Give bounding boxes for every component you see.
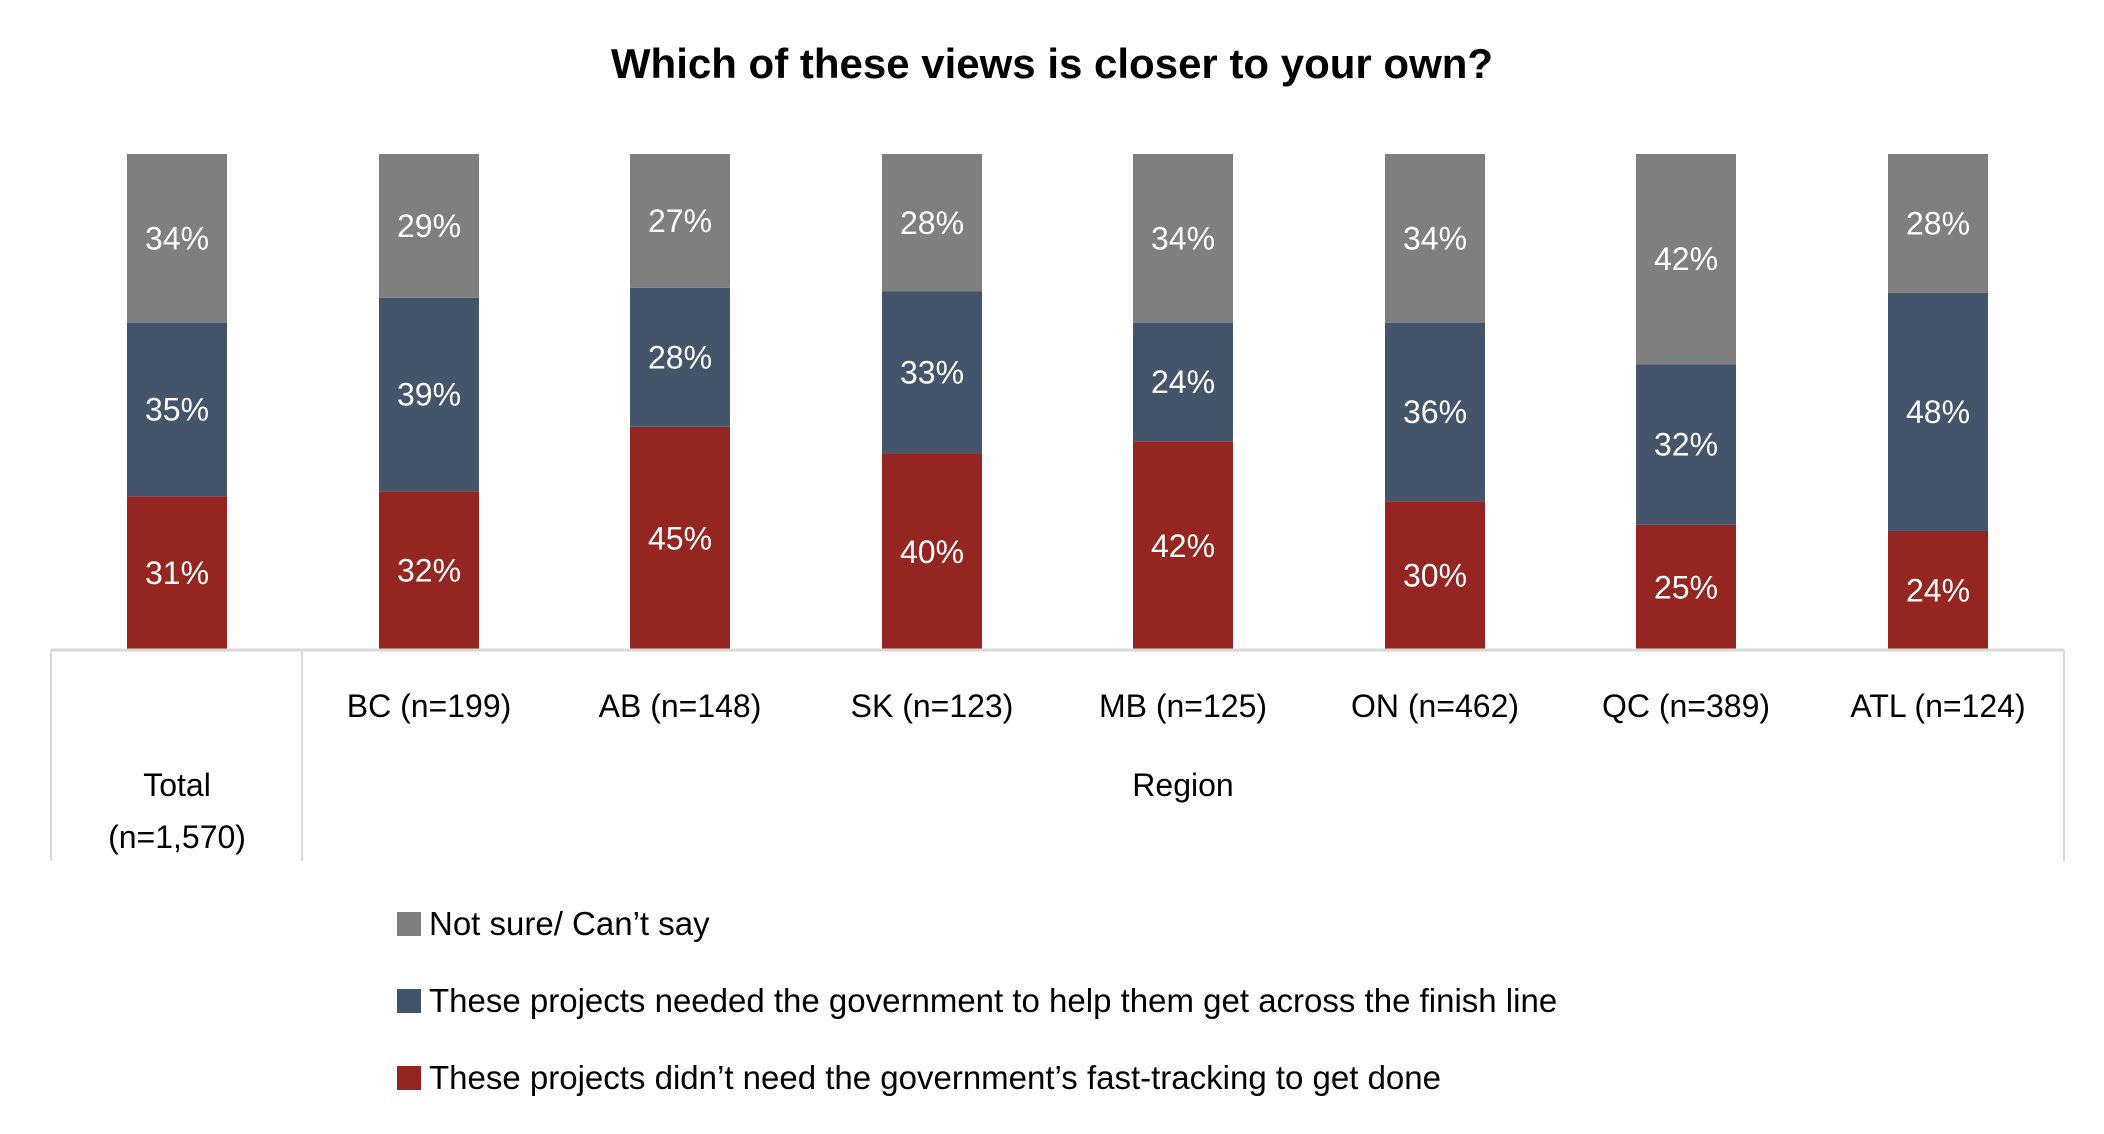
bar-segment (882, 291, 982, 454)
chart-title: Which of these views is closer to your o… (610, 40, 1494, 87)
category-label: AB (n=148) (599, 688, 762, 724)
legend-swatch (397, 912, 421, 936)
legend-label: Not sure/ Can’t say (429, 905, 710, 942)
data-label: 39% (397, 377, 461, 413)
bar-segment (379, 491, 479, 650)
bar-segment (127, 322, 227, 497)
data-label: 28% (1906, 205, 1970, 241)
bar-segment (1888, 530, 1988, 650)
bar-segment (127, 496, 227, 650)
data-label: 45% (648, 520, 712, 556)
legend-label: These projects didn’t need the governmen… (429, 1059, 1441, 1096)
category-label-total: Total (143, 767, 211, 803)
category-label: MB (n=125) (1099, 688, 1267, 724)
data-label: 29% (397, 208, 461, 244)
bar-segment (1385, 322, 1485, 502)
legend-swatch (397, 989, 421, 1013)
category-label: BC (n=199) (347, 688, 512, 724)
category-label: SK (n=123) (851, 688, 1014, 724)
legend-item: Not sure/ Can’t say (397, 905, 710, 943)
data-label: 24% (1906, 572, 1970, 608)
data-label: 34% (1403, 220, 1467, 256)
bar-segment (1888, 292, 1988, 531)
bar-segment (630, 154, 730, 288)
category-label: QC (n=389) (1602, 688, 1770, 724)
data-label: 28% (648, 339, 712, 375)
bar-segment (1636, 524, 1736, 650)
data-label: 28% (900, 205, 964, 241)
data-label: 36% (1403, 394, 1467, 430)
bar-segment (1133, 154, 1233, 323)
bar-segment (882, 453, 982, 650)
bar-segment (379, 154, 479, 298)
data-label: 34% (145, 220, 209, 256)
data-label: 30% (1403, 558, 1467, 594)
bar-segment (630, 287, 730, 427)
data-label: 48% (1906, 394, 1970, 430)
data-label: 32% (397, 553, 461, 589)
data-label: 32% (1654, 427, 1718, 463)
data-label: 25% (1654, 569, 1718, 605)
bar-segment (1636, 154, 1736, 365)
data-label: 35% (145, 391, 209, 427)
bar-segment (1385, 154, 1485, 323)
bar-segment (127, 154, 227, 323)
bar-segment (882, 154, 982, 292)
data-label: 42% (1151, 528, 1215, 564)
data-label: 33% (900, 355, 964, 391)
legend-item: These projects needed the government to … (397, 982, 1557, 1020)
category-label: ON (n=462) (1351, 688, 1519, 724)
data-label: 34% (1151, 220, 1215, 256)
legend-swatch (397, 1066, 421, 1090)
group-label-region: Region (1132, 767, 1233, 803)
data-label: 27% (648, 203, 712, 239)
data-label: 31% (145, 555, 209, 591)
bar-segment (1888, 154, 1988, 293)
legend-item: These projects didn’t need the governmen… (397, 1059, 1441, 1097)
data-label: 40% (900, 534, 964, 570)
bar-segment (1133, 322, 1233, 442)
bar-segment (1385, 501, 1485, 650)
bar-segment (1636, 364, 1736, 525)
bar-segment (379, 297, 479, 492)
bar-segment (630, 426, 730, 650)
legend-label: These projects needed the government to … (429, 982, 1558, 1019)
bar-segment (1133, 441, 1233, 650)
data-label: 42% (1654, 241, 1718, 277)
data-label: 24% (1151, 364, 1215, 400)
category-label: ATL (n=124) (1850, 688, 2025, 724)
category-label-total: (n=1,570) (108, 819, 246, 855)
